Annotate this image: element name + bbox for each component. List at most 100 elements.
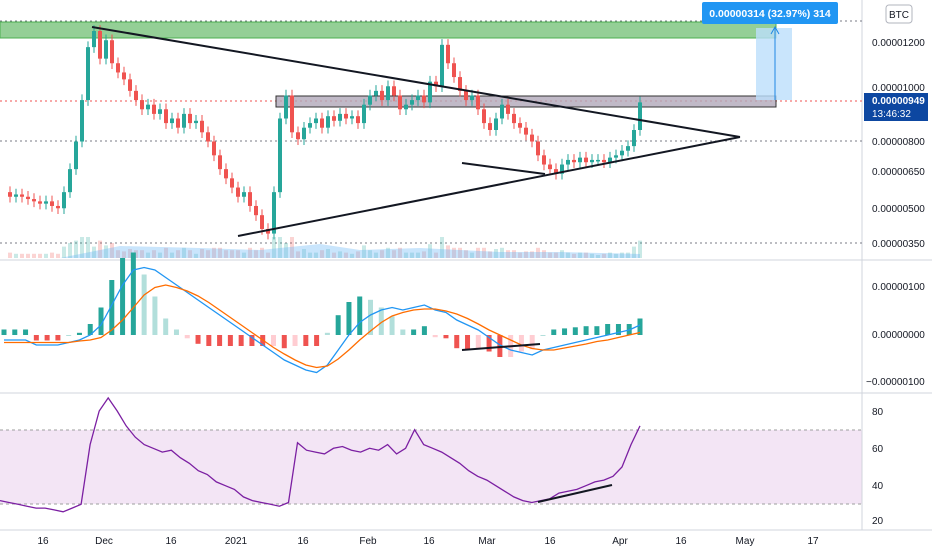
candle-body — [146, 104, 150, 110]
macd-hist-bar — [141, 274, 147, 335]
candle-body — [188, 113, 192, 124]
volume-bar — [524, 251, 528, 258]
volume-bar — [296, 251, 300, 258]
last-price-label — [864, 93, 928, 121]
volume-bar — [554, 252, 558, 258]
candle-body — [632, 130, 636, 147]
volume-bar — [320, 250, 324, 258]
macd-hist-bar — [324, 332, 330, 335]
macd-hist-bar — [109, 280, 115, 335]
volume-bar — [512, 250, 516, 258]
volume-bar — [530, 251, 534, 258]
candle-body — [476, 95, 480, 110]
macd-line — [4, 266, 641, 374]
macd-hist-bar — [173, 329, 179, 335]
price-tick-350: 0.00000350 — [872, 239, 925, 250]
measure-range[interactable] — [756, 28, 792, 100]
candle-body — [512, 113, 516, 124]
candle-body — [26, 196, 30, 200]
time-tick-6: 16 — [423, 536, 435, 547]
price-tick-500: 0.00000500 — [872, 204, 925, 215]
resistance-zone[interactable] — [0, 21, 777, 39]
macd-hist-bar — [163, 318, 169, 335]
candle-body — [458, 77, 462, 91]
volume-bar — [356, 251, 360, 258]
macd-hist-bar — [637, 318, 643, 335]
candle-body — [20, 194, 24, 197]
candle-body — [578, 157, 582, 163]
candle-body — [542, 155, 546, 165]
candle-body — [80, 100, 84, 142]
volume-bar — [230, 250, 234, 258]
volume-bar — [410, 252, 414, 258]
price-tick-1200: 0.00001200 — [872, 38, 925, 49]
rsi-divergence-line[interactable] — [537, 484, 613, 503]
volume-bar — [248, 247, 252, 258]
rsi-tick-20: 20 — [872, 516, 884, 527]
volume-bar — [362, 245, 366, 258]
candle-body — [284, 95, 288, 119]
candle-body — [224, 169, 228, 179]
candle-body — [272, 192, 276, 234]
macd-hist-bar — [335, 315, 341, 335]
volume-bar — [344, 252, 348, 258]
candle-body — [422, 95, 426, 103]
currency-badge[interactable] — [885, 4, 913, 24]
volume-bar — [608, 252, 612, 258]
volume-bar — [380, 250, 384, 258]
candle-body — [362, 104, 366, 124]
support-trendline[interactable] — [461, 162, 546, 175]
volume-bar — [152, 250, 156, 258]
candle-body — [410, 100, 414, 105]
time-tick-9: Apr — [612, 536, 628, 547]
candle-body — [614, 155, 618, 158]
triangle-lower-trendline[interactable] — [237, 136, 741, 237]
macd-hist-bar — [540, 335, 546, 336]
volume-bar — [146, 252, 150, 258]
candle-body — [8, 192, 12, 197]
volume-bar — [260, 247, 264, 258]
macd-hist-bar — [443, 335, 449, 339]
macd-hist-bar — [217, 335, 223, 346]
triangle-upper-trendline[interactable] — [91, 26, 741, 138]
candle-body — [440, 44, 444, 87]
macd-hist-bar — [594, 326, 600, 335]
candle-body — [170, 118, 174, 124]
candle-body — [518, 123, 522, 128]
candle-body — [152, 104, 156, 114]
volume-bar — [626, 252, 630, 258]
volume-bar — [254, 250, 258, 258]
candle-body — [434, 81, 438, 87]
volume-bar — [140, 250, 144, 258]
candle-body — [608, 157, 612, 163]
volume-bar — [476, 247, 480, 258]
volume-bar — [572, 253, 576, 258]
candle-body — [530, 134, 534, 142]
volume-bar — [638, 240, 642, 258]
macd-hist-bar — [357, 296, 363, 335]
macd-hist-bar — [518, 335, 524, 352]
candle-body — [212, 141, 216, 156]
volume-bar — [500, 247, 504, 258]
candle-countdown: 13:46:32 — [872, 109, 911, 120]
candle-body — [74, 141, 78, 170]
volume-bar — [422, 251, 426, 258]
candle-body — [428, 81, 432, 103]
candle-body — [398, 95, 402, 110]
candle-body — [560, 164, 564, 174]
candle-body — [590, 159, 594, 163]
macd-hist-bar — [184, 335, 190, 339]
candle-body — [230, 178, 234, 188]
candle-body — [260, 215, 264, 229]
macd-hist-bar — [281, 335, 287, 349]
time-tick-5: Feb — [359, 536, 377, 547]
volume-bar — [308, 252, 312, 258]
macd-hist-bar — [421, 326, 427, 335]
macd-hist-bar — [66, 335, 72, 336]
candle-body — [500, 104, 504, 119]
volume-bar — [194, 253, 198, 258]
volume-bar — [614, 253, 618, 258]
candle-body — [158, 109, 162, 114]
macd-divergence-line[interactable] — [461, 343, 541, 351]
measure-tooltip-text: 0.00000314 (32.97%) 314 — [709, 8, 831, 20]
